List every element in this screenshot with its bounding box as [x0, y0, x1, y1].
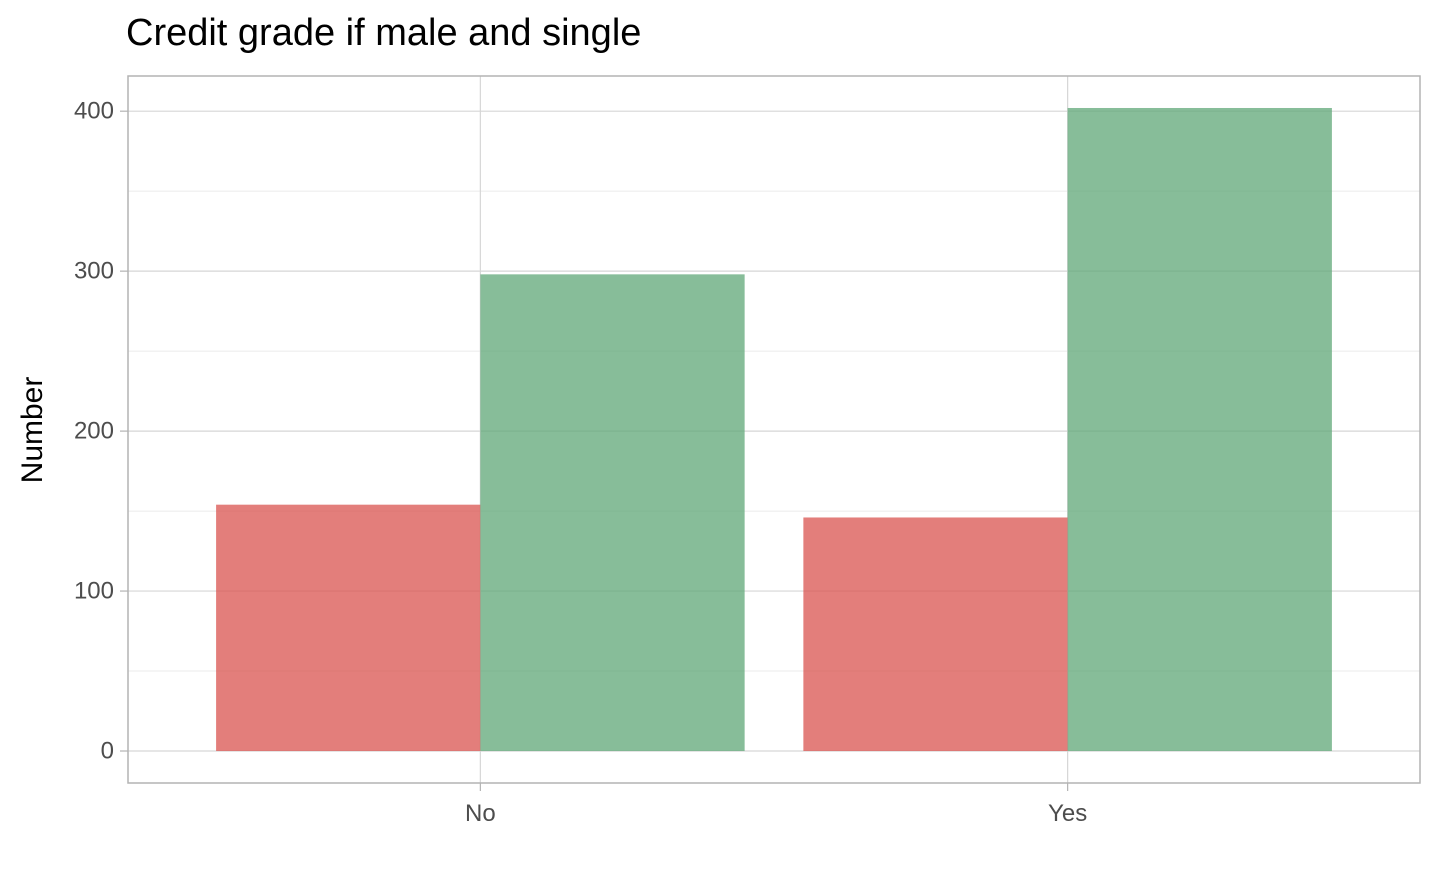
bar-yes-series-2 — [1067, 107, 1332, 752]
y-tick-label: 200 — [74, 418, 114, 445]
bar-no-series-2 — [480, 274, 745, 752]
y-tick-label: 0 — [101, 738, 114, 765]
x-tick-label: No — [465, 800, 496, 827]
panel-border — [127, 75, 1421, 784]
chart-title: Credit grade if male and single — [126, 12, 642, 54]
x-tick-label: Yes — [1048, 800, 1087, 827]
bar-no-series-1 — [216, 504, 481, 752]
y-tick-label: 100 — [74, 578, 114, 605]
y-tick-label: 300 — [74, 258, 114, 285]
bar-yes-series-1 — [803, 517, 1068, 752]
y-tick-label: 400 — [74, 98, 114, 125]
